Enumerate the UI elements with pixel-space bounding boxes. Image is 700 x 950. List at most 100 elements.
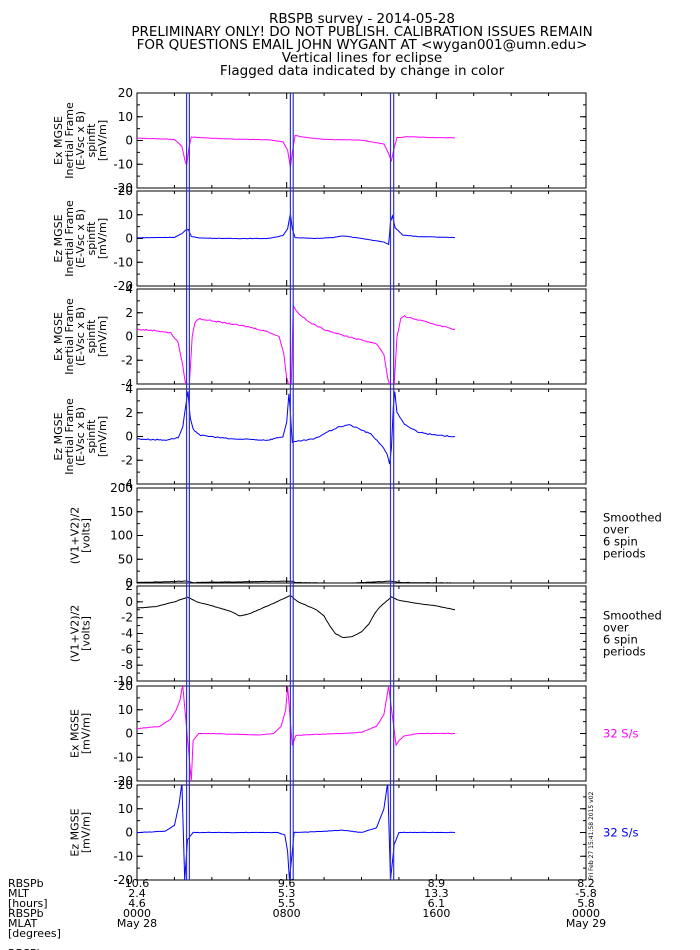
y-tick-label: -10: [113, 255, 133, 269]
panel-6: -10-8-6-4-202(V1+V2)/2[volts]Smoothedove…: [69, 579, 662, 688]
y-tick-label: -10: [113, 750, 133, 764]
y-axis-label-line: Ez MGSE: [69, 808, 82, 856]
x-tick-value: 6.1: [428, 897, 446, 910]
side-note-line: periods: [603, 645, 646, 659]
y-axis-label: Ex MGSE[mV/m]: [69, 709, 93, 758]
side-note-line: over: [603, 621, 629, 635]
panel-frame: [136, 585, 587, 682]
y-axis-label: Ez MGSE[mV/m]: [69, 808, 93, 856]
y-axis-label-line: [mV/m]: [96, 120, 109, 161]
y-tick-label: 0: [125, 727, 133, 741]
y-tick-label: 0: [125, 232, 133, 246]
series-line: [137, 595, 456, 639]
series-line: [137, 785, 456, 880]
y-axis-label: Ex MGSEInertial Frame(E-Vsc x B)spinfit[…: [52, 102, 109, 179]
header-flag-note: Flagged data indicated by change in colo…: [220, 63, 505, 79]
x-axis-labels: RBSPbMLT[hours]RBSPbMLAT[degrees]RBSPb10…: [8, 877, 606, 950]
x-axis-row-label: [degrees]: [8, 927, 61, 940]
x-tick-value: 8.9: [428, 877, 446, 890]
y-tick-label: -2: [121, 453, 133, 467]
x-tick-value: May 28: [117, 917, 157, 930]
y-tick-label: -20: [113, 774, 133, 788]
y-tick-label: 20: [118, 778, 133, 792]
y-tick-label: 100: [110, 529, 133, 543]
y-tick-label: 0: [125, 330, 133, 344]
y-axis-label-line: [mV/m]: [80, 812, 93, 853]
y-axis-label-line: Ex MGSE: [52, 116, 65, 165]
y-tick-label: 2: [125, 406, 133, 420]
y-axis-label-line: (E-Vsc x B): [74, 407, 87, 466]
panel-2: -20 -10 0 10 20 Ez MGSEInertial Frame(E-Vsc x…: [52, 184, 587, 293]
y-tick-label: 10: [118, 208, 133, 222]
x-tick-value: 10.6: [125, 877, 150, 890]
y-axis-label-line: (E-Vsc x B): [74, 307, 87, 366]
y-tick-label: 10: [118, 802, 133, 816]
series-line: [137, 213, 455, 246]
y-tick-label: -20: [113, 279, 133, 293]
panel-8: -20 -10 0 10 20 Ez MGSE[mV/m] 32 S/s Fri Feb 27…: [69, 778, 639, 887]
x-tick-value: 0000: [123, 907, 151, 920]
y-tick-label: 2: [125, 579, 133, 593]
y-tick-label: 0: [125, 576, 133, 590]
x-axis-row-label: RBSPb: [8, 877, 44, 890]
y-axis-label-line: (V1+V2)/2: [69, 605, 82, 663]
side-note-line: 32 S/s: [603, 727, 638, 741]
y-axis-label-line: [mV/m]: [96, 218, 109, 259]
x-tick-value: 0800: [273, 907, 301, 920]
y-axis-label-line: Inertial Frame: [63, 298, 76, 375]
header-contact: FOR QUESTIONS EMAIL JOHN WYGANT AT <wyga…: [137, 37, 588, 53]
side-note-line: over: [603, 523, 629, 537]
x-tick-value: May 29: [566, 917, 606, 930]
y-tick-label: 50: [118, 552, 133, 566]
y-tick-label: 20: [118, 86, 133, 100]
y-axis-label: Ez MGSEInertial Frame(E-Vsc x B)spinfit[…: [52, 200, 109, 277]
header-eclipse-note: Vertical lines for eclipse: [282, 50, 443, 66]
x-tick-value: 4.6: [128, 897, 146, 910]
x-axis-row-label: RBSPb: [8, 947, 44, 950]
y-tick-label: 150: [110, 505, 133, 519]
y-axis-label-line: spinfit: [85, 123, 98, 158]
header-warning: PRELIMINARY ONLY! DO NOT PUBLISH. CALIBR…: [131, 24, 592, 40]
y-axis-label-line: [mV/m]: [96, 416, 109, 457]
y-tick-label: -10: [113, 157, 133, 171]
y-axis-label-line: Ez MGSE: [52, 214, 65, 262]
x-tick-value: 2.4: [128, 887, 146, 900]
x-axis-row-label: MLAT: [8, 917, 38, 930]
x-tick-value: 0000: [572, 907, 600, 920]
side-note-line: Smoothed: [603, 511, 662, 525]
header-block: RBSPB survey - 2014-05-28 PRELIMINARY ON…: [131, 11, 592, 79]
y-tick-label: 2: [125, 306, 133, 320]
header-title: RBSPB survey - 2014-05-28: [269, 11, 455, 27]
y-tick-label: 20: [118, 184, 133, 198]
y-tick-label: -10: [113, 849, 133, 863]
y-axis-label-line: Inertial Frame: [63, 200, 76, 277]
y-axis-label-line: (E-Vsc x B): [74, 209, 87, 268]
y-tick-label: -10: [113, 674, 133, 688]
panel-frame: [136, 487, 587, 584]
series-line: [137, 580, 455, 583]
x-tick-value: 5.3: [278, 887, 296, 900]
panel-5: 0 50 100 150 200 (V1+V2)/2[volts] Smoothedover…: [69, 481, 662, 590]
y-tick-label: -20: [113, 873, 133, 887]
y-axis-label-line: (V1+V2)/2: [69, 507, 82, 565]
series-line: [137, 391, 456, 465]
panel-4: -4 -2 0 2 4 Ez MGSEInertial Frame(E-Vsc x B)s…: [52, 382, 587, 491]
series-line: [137, 303, 455, 384]
y-axis-label-line: Ez MGSE: [52, 412, 65, 460]
y-axis-label-line: [mV/m]: [96, 316, 109, 357]
y-tick-label: 20: [118, 679, 133, 693]
timestamp: Fri Feb 27 15:41:58 2015 v02: [588, 791, 595, 880]
y-axis-label-line: [volts]: [80, 616, 93, 651]
y-tick-label: 10: [118, 110, 133, 124]
y-axis-label: (V1+V2)/2[volts]: [69, 605, 93, 663]
y-axis-label: (V1+V2)/2[volts]: [69, 507, 93, 565]
x-tick-value: 5.5: [278, 897, 296, 910]
x-tick-value: 9.6: [278, 877, 296, 890]
x-axis-row-label: RBSPb: [8, 907, 44, 920]
series-line: [137, 686, 455, 781]
y-axis-label-line: spinfit: [85, 221, 98, 256]
y-axis-label-line: (E-Vsc x B): [74, 111, 87, 170]
eclipse-lines: [185, 93, 395, 880]
x-axis-row-label: [hours]: [8, 897, 48, 910]
